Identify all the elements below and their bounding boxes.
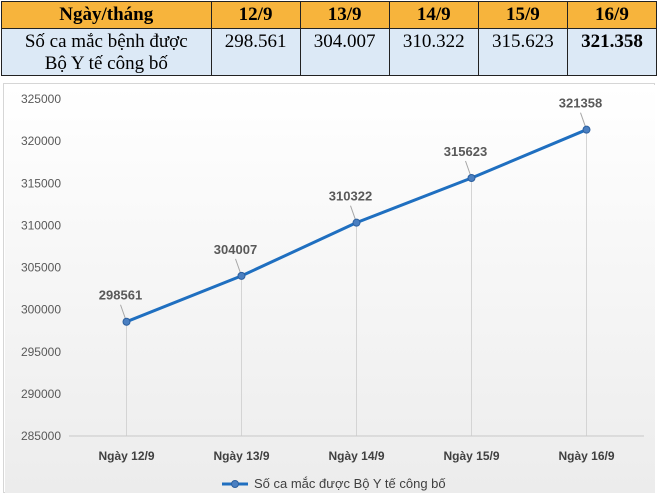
- x-tick-label: Ngày 12/9: [98, 449, 154, 463]
- y-tick-label: 285000: [21, 429, 61, 443]
- header-date-cell: 15/9: [477, 1, 568, 29]
- y-tick-label: 325000: [21, 92, 61, 106]
- y-tick-label: 320000: [21, 134, 61, 148]
- data-label: 304007: [214, 242, 257, 257]
- header-label-cell: Ngày/tháng: [1, 1, 212, 29]
- cases-table: Ngày/tháng 12/9 13/9 14/9 15/9 16/9 Số c…: [1, 1, 658, 76]
- row-label-cell: Số ca mắc bệnh được Bộ Y tế công bố: [1, 28, 212, 76]
- series: [122, 125, 591, 326]
- value-cell: 315.623: [477, 28, 568, 76]
- y-tick-label: 295000: [21, 345, 61, 359]
- value-cell: 310.322: [388, 28, 479, 76]
- header-date-cell: 14/9: [388, 1, 479, 29]
- data-point: [352, 218, 361, 227]
- chart-background: [5, 85, 655, 493]
- header-date-cell: 16/9: [566, 1, 658, 29]
- y-tick-label: 300000: [21, 303, 61, 317]
- table-values-row: Số ca mắc bệnh được Bộ Y tế công bố 298.…: [1, 28, 658, 76]
- data-label: 315623: [444, 144, 487, 159]
- row-label-line2: Bộ Y tế công bố: [44, 53, 168, 74]
- x-tick-label: Ngày 13/9: [213, 449, 269, 463]
- data-label: 321358: [559, 96, 602, 111]
- grid: [126, 129, 587, 436]
- data-point: [122, 317, 131, 326]
- header-date-cell: 13/9: [299, 1, 390, 29]
- line-chart: 285000 290000 295000 300000 305000 310000 3150…: [5, 85, 655, 493]
- data-point: [582, 125, 591, 134]
- legend-marker: [231, 480, 239, 488]
- value-cell: 304.007: [299, 28, 390, 76]
- data-labels: 298561 304007 310322 315623 321358: [99, 96, 602, 303]
- chart-area: 285000 290000 295000 300000 305000 310000 3150…: [3, 83, 655, 493]
- legend-entry: Số ca mắc được Bộ Y tế công bố: [254, 476, 446, 491]
- x-tick-label: Ngày 15/9: [443, 449, 499, 463]
- data-point: [467, 174, 476, 183]
- y-tick-label: 315000: [21, 176, 61, 190]
- axes: 285000 290000 295000 300000 305000 310000 3150…: [21, 92, 644, 463]
- row-label-line1: Số ca mắc bệnh được: [24, 31, 188, 52]
- y-tick-label: 305000: [21, 261, 61, 275]
- x-tick-label: Ngày 14/9: [328, 449, 384, 463]
- value-cell-latest: 321.358: [566, 28, 658, 76]
- value-cell: 298.561: [210, 28, 301, 76]
- y-tick-label: 310000: [21, 218, 61, 232]
- header-date-cell: 12/9: [210, 1, 301, 29]
- x-tick-label: Ngày 16/9: [558, 449, 614, 463]
- data-label: 310322: [329, 189, 372, 204]
- y-tick-label: 290000: [21, 387, 61, 401]
- table-header-row: Ngày/tháng 12/9 13/9 14/9 15/9 16/9: [1, 1, 658, 29]
- data-point: [237, 271, 246, 280]
- data-label: 298561: [99, 288, 142, 303]
- legend: Số ca mắc được Bộ Y tế công bố: [222, 476, 446, 491]
